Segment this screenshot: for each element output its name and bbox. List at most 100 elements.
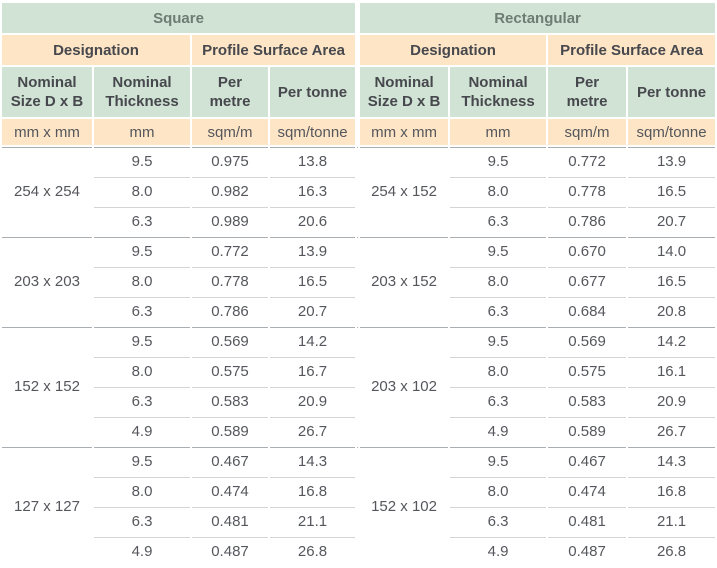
thickness-cell: 6.3 [94,207,190,235]
per-metre-cell: 0.481 [548,507,626,535]
per-tonne-cell: 26.7 [628,417,715,445]
per-metre-cell: 0.583 [192,387,268,415]
col-header-thickness: Nominal Thickness [450,67,546,117]
unit-per-tonne: sqm/tonne [270,119,355,145]
thickness-cell: 4.9 [450,537,546,565]
unit-per-tonne: sqm/tonne [628,119,715,145]
thickness-cell: 6.3 [94,387,190,415]
per-tonne-cell: 20.8 [628,297,715,325]
per-metre-cell: 0.487 [192,537,268,565]
table-row: 8.0 0.474 16.8 8.0 0.474 16.8 [2,477,715,505]
column-spacer [357,3,358,33]
unit-size: mm x mm [360,119,448,145]
per-tonne-cell: 20.7 [628,207,715,235]
per-tonne-cell: 14.2 [628,327,715,355]
designation-header: Designation [2,35,190,65]
per-tonne-cell: 16.8 [270,477,355,505]
per-metre-cell: 0.982 [192,177,268,205]
per-tonne-cell: 16.7 [270,357,355,385]
per-metre-cell: 0.772 [192,237,268,265]
surface-area-header: Profile Surface Area [548,35,715,65]
table-row: 254 x 254 9.5 0.975 13.8 254 x 152 9.5 0… [2,147,715,175]
column-spacer [357,387,358,415]
column-spacer [357,177,358,205]
per-tonne-cell: 20.9 [270,387,355,415]
per-metre-cell: 0.786 [192,297,268,325]
thickness-cell: 9.5 [450,327,546,355]
column-spacer [357,507,358,535]
table-row: 8.0 0.575 16.7 8.0 0.575 16.1 [2,357,715,385]
thickness-cell: 6.3 [94,297,190,325]
unit-per-metre: sqm/m [192,119,268,145]
col-header-size: Nominal Size D x B [360,67,448,117]
size-cell: 203 x 102 [360,327,448,445]
thickness-cell: 6.3 [94,507,190,535]
per-tonne-cell: 14.3 [628,447,715,475]
per-metre-cell: 0.569 [548,327,626,355]
per-tonne-cell: 14.2 [270,327,355,355]
per-tonne-cell: 16.3 [270,177,355,205]
section-title-square: Square [2,3,355,33]
col-header-thickness: Nominal Thickness [94,67,190,117]
per-tonne-cell: 16.8 [628,477,715,505]
thickness-cell: 6.3 [450,297,546,325]
hollow-sections-table: Square Rectangular Designation Profile S… [0,1,717,567]
column-spacer [357,537,358,565]
per-metre-cell: 0.569 [192,327,268,355]
size-cell: 203 x 152 [360,237,448,325]
section-title-rectangular: Rectangular [360,3,715,33]
per-metre-cell: 0.975 [192,147,268,175]
table-row: 4.9 0.589 26.7 4.9 0.589 26.7 [2,417,715,445]
per-metre-cell: 0.772 [548,147,626,175]
per-tonne-cell: 16.5 [628,177,715,205]
per-tonne-cell: 13.9 [628,147,715,175]
units-row: mm x mm mm sqm/m sqm/tonne mm x mm mm sq… [2,119,715,145]
table-row: 203 x 203 9.5 0.772 13.9 203 x 152 9.5 0… [2,237,715,265]
thickness-cell: 4.9 [94,537,190,565]
table-row: 8.0 0.982 16.3 8.0 0.778 16.5 [2,177,715,205]
per-tonne-cell: 20.7 [270,297,355,325]
designation-header: Designation [360,35,546,65]
per-tonne-cell: 16.1 [628,357,715,385]
per-metre-cell: 0.487 [548,537,626,565]
size-cell: 127 x 127 [2,447,92,565]
col-header-per-tonne: Per tonne [270,67,355,117]
thickness-cell: 8.0 [94,477,190,505]
unit-size: mm x mm [2,119,92,145]
per-tonne-cell: 14.3 [270,447,355,475]
column-spacer [357,447,358,475]
table-row: 4.9 0.487 26.8 4.9 0.487 26.8 [2,537,715,565]
table-row: 8.0 0.778 16.5 8.0 0.677 16.5 [2,267,715,295]
per-metre-cell: 0.684 [548,297,626,325]
column-spacer [357,417,358,445]
thickness-cell: 4.9 [450,417,546,445]
thickness-cell: 8.0 [94,267,190,295]
thickness-cell: 9.5 [94,447,190,475]
column-spacer [357,327,358,355]
thickness-cell: 9.5 [94,147,190,175]
table-row: 6.3 0.786 20.7 6.3 0.684 20.8 [2,297,715,325]
column-header-row: Nominal Size D x B Nominal Thickness Per… [2,67,715,117]
size-cell: 254 x 152 [360,147,448,235]
column-spacer [357,237,358,265]
column-spacer [357,267,358,295]
per-tonne-cell: 21.1 [628,507,715,535]
thickness-cell: 6.3 [450,207,546,235]
column-spacer [357,357,358,385]
table-row: 6.3 0.989 20.6 6.3 0.786 20.7 [2,207,715,235]
per-metre-cell: 0.589 [192,417,268,445]
column-spacer [357,297,358,325]
per-metre-cell: 0.778 [192,267,268,295]
unit-per-metre: sqm/m [548,119,626,145]
section-title-row: Square Rectangular [2,3,715,33]
thickness-cell: 9.5 [450,147,546,175]
per-metre-cell: 0.575 [548,357,626,385]
per-metre-cell: 0.589 [548,417,626,445]
column-spacer [357,147,358,175]
thickness-cell: 8.0 [94,357,190,385]
per-tonne-cell: 26.8 [270,537,355,565]
col-header-per-metre: Per metre [548,67,626,117]
column-spacer [357,35,358,65]
per-tonne-cell: 26.7 [270,417,355,445]
per-tonne-cell: 16.5 [628,267,715,295]
